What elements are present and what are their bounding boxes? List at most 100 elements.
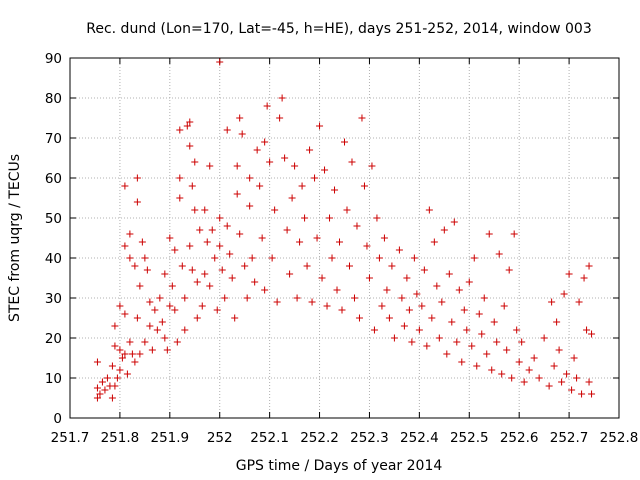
data-point	[178, 262, 186, 270]
data-point	[423, 342, 431, 350]
data-point	[116, 302, 124, 310]
data-point	[331, 186, 339, 194]
data-point	[588, 330, 596, 338]
data-point	[430, 238, 438, 246]
data-point	[580, 274, 588, 282]
data-point	[378, 302, 386, 310]
data-point	[171, 246, 179, 254]
data-point	[405, 306, 413, 314]
data-point	[96, 390, 104, 398]
x-tick-label: 252.3	[350, 430, 389, 446]
data-point	[176, 126, 184, 134]
data-point	[490, 318, 498, 326]
y-tick-label: 0	[53, 411, 62, 427]
data-point	[206, 162, 214, 170]
data-point	[161, 270, 169, 278]
data-point	[223, 126, 231, 134]
data-point	[171, 306, 179, 314]
data-point	[186, 118, 194, 126]
data-point	[113, 374, 121, 382]
data-point	[500, 302, 508, 310]
data-point	[188, 266, 196, 274]
data-point	[291, 162, 299, 170]
data-point	[585, 262, 593, 270]
data-point	[121, 242, 129, 250]
data-point	[286, 270, 294, 278]
data-point	[211, 254, 219, 262]
data-point	[223, 222, 231, 230]
x-tick-label: 251.9	[150, 430, 189, 446]
data-point	[535, 374, 543, 382]
data-point	[258, 234, 266, 242]
y-tick-label: 80	[45, 91, 62, 107]
data-point	[548, 298, 556, 306]
data-point	[403, 274, 411, 282]
data-point	[520, 378, 528, 386]
data-point	[261, 138, 269, 146]
data-point	[111, 322, 119, 330]
data-point	[186, 242, 194, 250]
data-point	[475, 310, 483, 318]
data-point	[433, 282, 441, 290]
data-point	[505, 266, 513, 274]
data-point	[333, 286, 341, 294]
data-point	[468, 342, 476, 350]
data-point	[480, 294, 488, 302]
data-point	[193, 314, 201, 322]
data-point	[128, 350, 136, 358]
data-point	[455, 286, 463, 294]
data-point	[360, 182, 368, 190]
data-point	[445, 270, 453, 278]
data-point	[108, 362, 116, 370]
data-point	[328, 254, 336, 262]
data-point	[400, 322, 408, 330]
data-points	[93, 58, 596, 402]
x-tick-label: 252.8	[600, 430, 639, 446]
data-point	[233, 162, 241, 170]
data-point	[238, 130, 246, 138]
y-tick-label: 60	[45, 171, 62, 187]
data-point	[93, 394, 101, 402]
data-point	[253, 146, 261, 154]
data-point	[196, 226, 204, 234]
data-point	[126, 338, 134, 346]
data-point	[370, 326, 378, 334]
data-point	[341, 138, 348, 146]
data-point	[288, 194, 296, 202]
x-tick-label: 252	[207, 430, 233, 446]
data-point	[261, 286, 269, 294]
data-point	[395, 246, 403, 254]
data-point	[221, 294, 229, 302]
data-point	[246, 202, 254, 210]
data-point	[206, 282, 214, 290]
data-point	[118, 354, 126, 362]
data-point	[271, 206, 279, 214]
data-point	[385, 314, 393, 322]
data-point	[498, 370, 506, 378]
data-point	[231, 314, 239, 322]
axis-ticks: 251.7 251.8 251.9 252 252.1 252.2 252.3 252.4 25…	[45, 51, 639, 446]
data-point	[138, 238, 146, 246]
data-point	[343, 206, 351, 214]
data-point	[168, 282, 176, 290]
x-axis-label: GPS time / Days of year 2014	[236, 458, 443, 474]
data-point	[126, 230, 134, 238]
data-point	[583, 326, 591, 334]
data-point	[485, 230, 493, 238]
data-point	[193, 278, 201, 286]
data-point	[236, 230, 244, 238]
data-point	[463, 326, 471, 334]
data-point	[233, 190, 241, 198]
data-point	[363, 242, 371, 250]
data-point	[383, 286, 391, 294]
data-point	[495, 250, 503, 258]
data-point	[241, 262, 249, 270]
data-point	[413, 290, 421, 298]
data-point	[131, 262, 139, 270]
data-point	[473, 362, 481, 370]
data-point	[316, 122, 324, 130]
data-point	[198, 302, 206, 310]
data-point	[358, 114, 366, 122]
data-point	[336, 238, 344, 246]
data-point	[236, 114, 244, 122]
